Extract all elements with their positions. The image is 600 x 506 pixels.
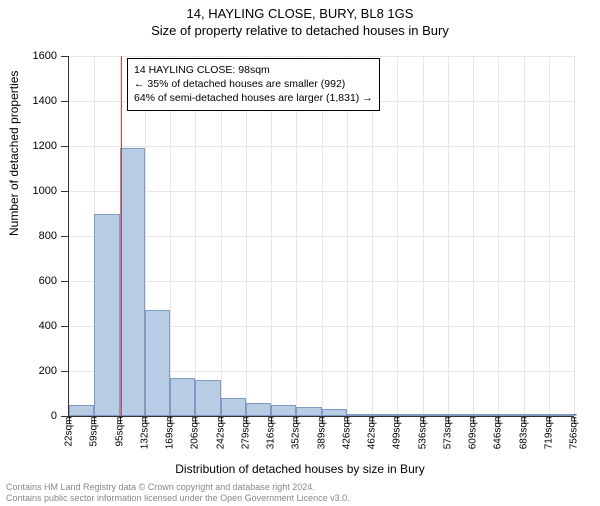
y-tick (61, 371, 68, 372)
grid-line-vertical (524, 56, 525, 416)
reference-line (121, 56, 122, 416)
histogram-bar (246, 403, 271, 417)
grid-line-vertical (498, 56, 499, 416)
y-axis-label: Number of detached properties (7, 71, 21, 236)
histogram-bar (195, 380, 220, 416)
histogram-bar (524, 414, 549, 416)
grid-line-vertical (574, 56, 575, 416)
grid-line-vertical (549, 56, 550, 416)
x-tick-label: 462sqm (367, 414, 378, 450)
x-tick-label: 683sqm (518, 414, 529, 450)
y-tick-label: 400 (39, 320, 57, 332)
chart-title-main: 14, HAYLING CLOSE, BURY, BL8 1GS (0, 6, 600, 21)
y-tick-label: 800 (39, 230, 57, 242)
grid-line-vertical (473, 56, 474, 416)
x-tick-label: 536sqm (417, 414, 428, 450)
y-tick (61, 281, 68, 282)
histogram-bar (145, 310, 170, 416)
histogram-bar (271, 405, 296, 416)
grid-line-vertical (397, 56, 398, 416)
x-tick-label: 132sqm (139, 414, 150, 450)
x-tick-label: 95sqm (114, 416, 125, 446)
y-tick (61, 101, 68, 102)
x-tick-label: 242sqm (215, 414, 226, 450)
histogram-bar (347, 414, 372, 416)
histogram-bar (69, 405, 94, 416)
plot-area: 14 HAYLING CLOSE: 98sqm← 35% of detached… (68, 56, 574, 417)
y-tick (61, 146, 68, 147)
histogram-bar (94, 214, 119, 417)
x-tick-label: 206sqm (190, 414, 201, 450)
x-tick-label: 646sqm (493, 414, 504, 450)
grid-line-vertical (448, 56, 449, 416)
histogram-bar (473, 414, 498, 416)
y-tick (61, 236, 68, 237)
y-tick-label: 1000 (33, 185, 57, 197)
x-tick-label: 169sqm (165, 414, 176, 450)
annotation-line: 64% of semi-detached houses are larger (… (134, 91, 373, 105)
histogram-bar (170, 378, 195, 416)
x-tick-label: 499sqm (392, 414, 403, 450)
y-tick-label: 1600 (33, 50, 57, 62)
chart-container: 14, HAYLING CLOSE, BURY, BL8 1GS Size of… (0, 6, 600, 506)
x-tick-label: 573sqm (442, 414, 453, 450)
x-tick-label: 389sqm (316, 414, 327, 450)
x-tick-label: 279sqm (240, 414, 251, 450)
x-tick-label: 609sqm (468, 414, 479, 450)
histogram-bar (120, 148, 145, 416)
histogram-bar (397, 414, 422, 416)
x-axis-label: Distribution of detached houses by size … (175, 462, 424, 476)
x-tick-label: 426sqm (341, 414, 352, 450)
histogram-bar (498, 414, 523, 416)
annotation-box: 14 HAYLING CLOSE: 98sqm← 35% of detached… (127, 58, 380, 111)
x-tick-label: 22sqm (64, 416, 75, 446)
footer-attribution: Contains HM Land Registry data © Crown c… (6, 482, 350, 504)
x-tick-label: 316sqm (266, 414, 277, 450)
y-tick (61, 56, 68, 57)
histogram-bar (423, 414, 448, 416)
y-tick-label: 1200 (33, 140, 57, 152)
histogram-bar (448, 414, 473, 416)
grid-line-vertical (423, 56, 424, 416)
x-tick-label: 352sqm (291, 414, 302, 450)
histogram-bar (221, 398, 246, 416)
y-tick-label: 200 (39, 365, 57, 377)
y-tick (61, 191, 68, 192)
x-tick-label: 59sqm (89, 416, 100, 446)
histogram-bar (322, 409, 347, 416)
chart-title-sub: Size of property relative to detached ho… (0, 23, 600, 38)
x-tick-label: 719sqm (543, 414, 554, 450)
footer-line-2: Contains public sector information licen… (6, 493, 350, 504)
annotation-line: ← 35% of detached houses are smaller (99… (134, 77, 373, 91)
annotation-line: 14 HAYLING CLOSE: 98sqm (134, 63, 373, 77)
footer-line-1: Contains HM Land Registry data © Crown c… (6, 482, 350, 493)
histogram-bar (296, 407, 321, 416)
y-tick-label: 1400 (33, 95, 57, 107)
histogram-bar (372, 414, 397, 416)
y-tick (61, 326, 68, 327)
histogram-bar (549, 414, 574, 416)
y-tick-label: 0 (51, 410, 57, 422)
y-tick-label: 600 (39, 275, 57, 287)
x-tick-label: 756sqm (569, 414, 580, 450)
